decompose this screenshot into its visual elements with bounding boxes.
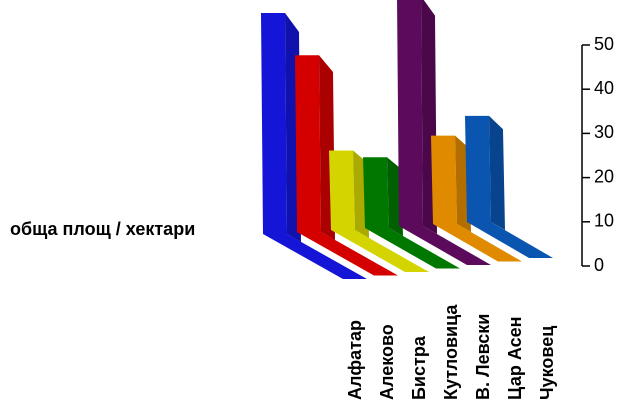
bar-floor: [433, 224, 522, 262]
bar: [295, 55, 321, 233]
bar-floor: [467, 222, 553, 258]
bar: [465, 115, 491, 222]
bar: [363, 157, 389, 228]
x-tick-label: Алфатар: [345, 320, 365, 400]
x-tick-label: Цар Асен: [505, 317, 525, 400]
x-tick-label: Алеково: [377, 324, 397, 400]
bar: [397, 0, 423, 226]
y-tick-label: 20: [594, 166, 614, 186]
bar-floor: [365, 228, 460, 269]
bar: [431, 135, 457, 224]
y-tick-label: 10: [594, 211, 614, 231]
y-axis-label: обща площ / хектари: [10, 219, 195, 239]
x-tick-label: Бистра: [409, 335, 429, 400]
y-tick-label: 50: [594, 34, 614, 54]
bar: [261, 13, 287, 234]
y-tick-label: 40: [594, 78, 614, 98]
bar-floor: [399, 226, 491, 265]
y-tick-label: 0: [594, 255, 604, 275]
y-tick-label: 30: [594, 122, 614, 142]
bar: [329, 150, 355, 230]
x-tick-label: Чуковец: [537, 326, 557, 400]
bar-floor: [263, 234, 367, 279]
bar-floor: [297, 232, 398, 276]
x-tick-label: Кутловица: [441, 304, 461, 400]
x-tick-label: В. Левски: [473, 314, 493, 400]
bar-side: [489, 115, 505, 230]
bar-floor: [331, 230, 429, 272]
